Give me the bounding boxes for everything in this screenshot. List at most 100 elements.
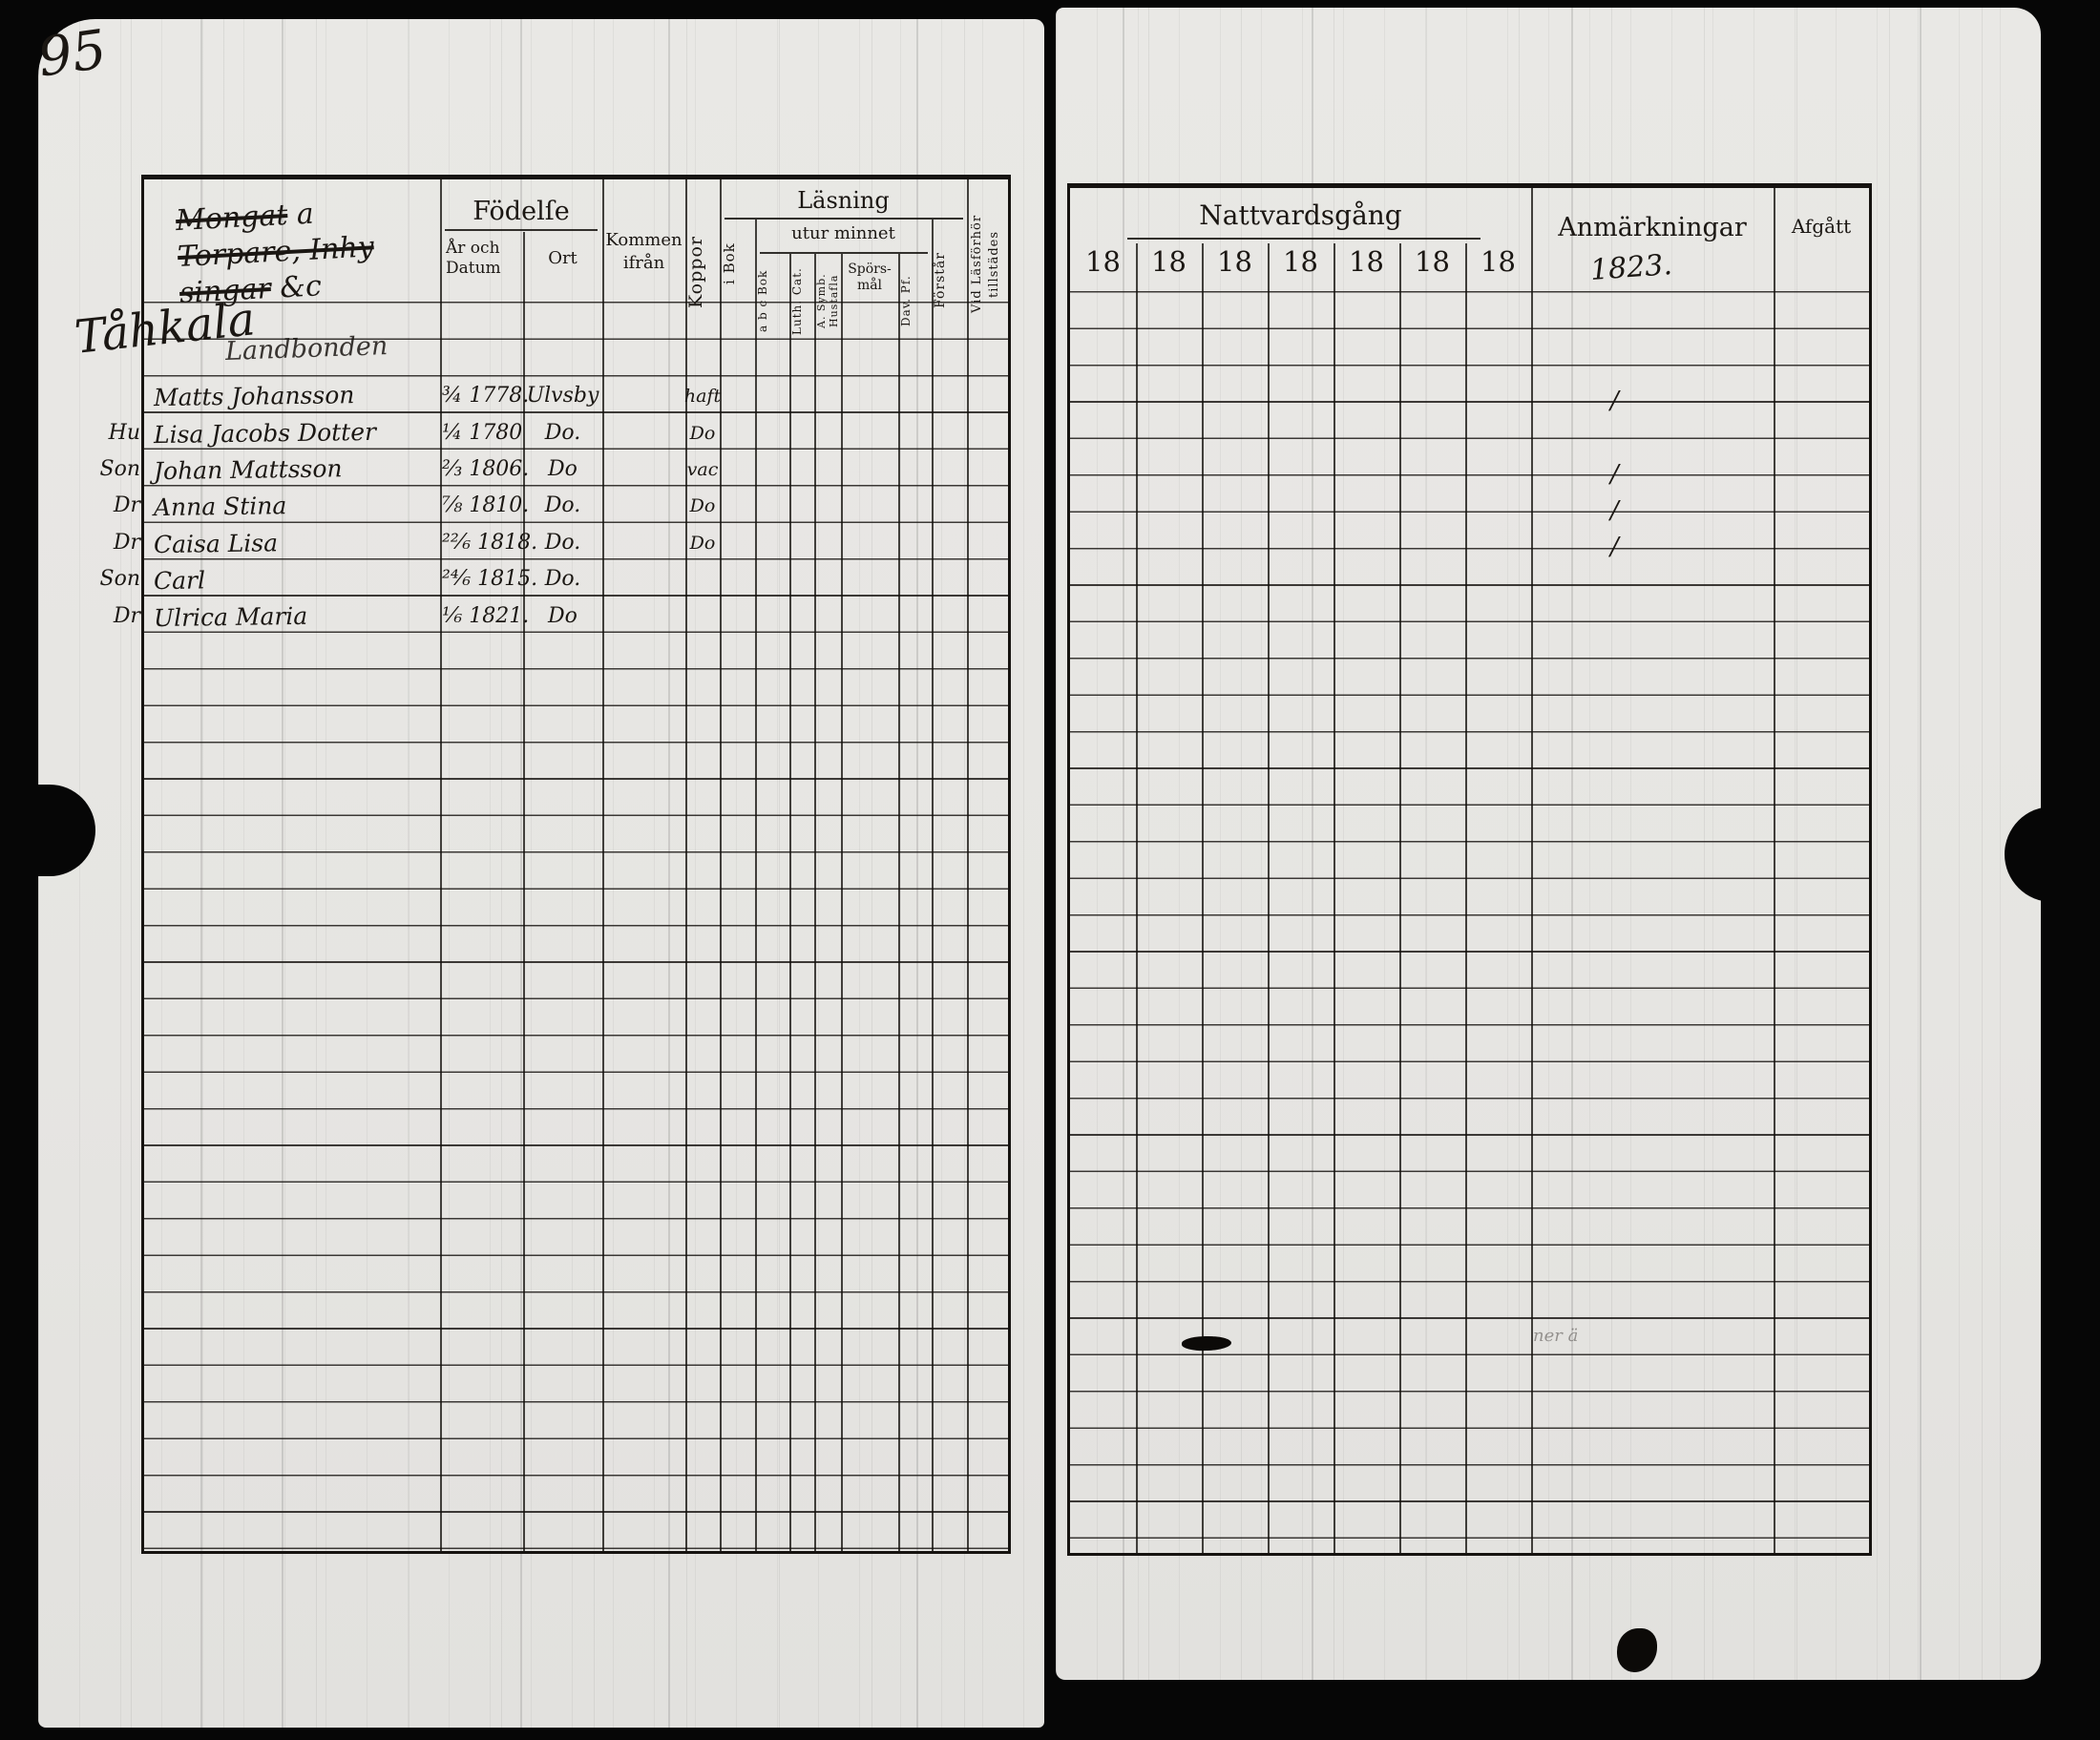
column-line bbox=[932, 220, 934, 1551]
row-prefix: Hu bbox=[108, 421, 140, 445]
row-birthplace: Do. bbox=[544, 493, 581, 517]
row-smallpox: Do bbox=[689, 533, 716, 554]
register-row: Dr Ulrica Maria ¹⁄₆ 1821. Do bbox=[114, 599, 1008, 636]
row-birthdate: ¹⁄₆ 1821. bbox=[442, 604, 530, 628]
header-rule bbox=[760, 252, 928, 254]
remark-tick: ∕ bbox=[1610, 460, 1619, 489]
row-birthplace: Do bbox=[548, 604, 578, 628]
header-anmarkningar: Anmärkningar bbox=[1558, 213, 1747, 242]
year-header: 18 bbox=[1151, 245, 1186, 278]
register-row: Matts Johansson ¾ 1778. Ulvsby haft bbox=[144, 379, 1008, 415]
row-prefix: Son bbox=[99, 567, 141, 591]
row-prefix: Dr bbox=[113, 604, 140, 628]
faint-scribble: ner ä bbox=[1533, 1326, 1579, 1346]
left-page: Tåhkala Landbonden Mongat a bbox=[38, 19, 1044, 1728]
row-birthdate: ⅞ 1810. bbox=[442, 493, 530, 517]
column-line bbox=[1774, 188, 1775, 1553]
column-line bbox=[1202, 243, 1204, 1553]
column-line bbox=[440, 179, 442, 1551]
column-line bbox=[898, 254, 900, 1551]
header-fodelse: Födelſe bbox=[472, 197, 570, 226]
header-ort: Ort bbox=[548, 248, 578, 268]
scribble-rest: &c bbox=[269, 269, 323, 305]
right-table: Nattvardsgång 18 18 18 18 18 18 18 Anmär… bbox=[1067, 183, 1872, 1556]
row-birthdate: ⅔ 1806. bbox=[442, 457, 530, 481]
header-kommen-ifran: Kommen ifrån bbox=[605, 230, 682, 273]
right-page: Nattvardsgång 18 18 18 18 18 18 18 Anmär… bbox=[1056, 8, 2041, 1680]
header-forstar: Förstår bbox=[933, 252, 948, 309]
binding-notch-right bbox=[2005, 807, 2100, 902]
column-line bbox=[814, 254, 816, 1551]
row-smallpox: haft bbox=[683, 386, 722, 407]
header-afgatt: Afgått bbox=[1791, 215, 1852, 238]
row-name: Ulrica Maria bbox=[153, 601, 308, 633]
left-table: Mongat a Torpare, Inhy singar &c Födelſe… bbox=[100, 175, 1011, 1554]
year-header: 18 bbox=[1349, 245, 1384, 278]
row-birthplace: Do. bbox=[544, 531, 581, 555]
year-header: 18 bbox=[1480, 245, 1516, 278]
column-line bbox=[602, 179, 604, 1551]
header-i-bok: i Bok bbox=[721, 242, 738, 285]
register-row: Dr Caisa Lisa ²²⁄₆ 1818. Do. Do bbox=[114, 526, 1008, 562]
column-line bbox=[720, 179, 722, 1551]
column-line bbox=[1136, 243, 1138, 1553]
row-smallpox: Do bbox=[689, 423, 716, 444]
year-columns: 18 18 18 18 18 18 18 bbox=[1070, 245, 1531, 278]
header-utur-minnet: utur minnet bbox=[791, 223, 895, 243]
header-dav-pf: Dav. Pf. bbox=[899, 275, 913, 327]
header-abc-bok: a b c Bok bbox=[756, 269, 769, 333]
year-header: 18 bbox=[1283, 245, 1318, 278]
row-smallpox: Do bbox=[689, 495, 716, 516]
anmarkning-year: 1823. bbox=[1588, 248, 1674, 287]
row-name: Carl bbox=[153, 566, 206, 596]
column-line bbox=[755, 220, 757, 1551]
row-birthplace: Ulvsby bbox=[526, 384, 599, 408]
register-row: Hu Lisa Jacobs Dotter ¼ 1780 Do. Do bbox=[109, 416, 1008, 452]
header-a-symb-hustafla: A. Symb. Hustafla bbox=[815, 273, 840, 329]
column-line bbox=[1531, 188, 1533, 1553]
scribble-rest: a bbox=[286, 197, 315, 232]
row-name: Caisa Lisa bbox=[153, 529, 279, 559]
header-rule bbox=[1127, 238, 1480, 240]
scan-streak bbox=[1920, 8, 1922, 1680]
header-rule bbox=[445, 229, 598, 231]
register-row: Dr Anna Stina ⅞ 1810. Do. Do bbox=[114, 489, 1008, 525]
row-prefix: Dr bbox=[113, 493, 140, 517]
remark-tick: ∕ bbox=[1610, 496, 1619, 525]
row-birthdate: ¾ 1778. bbox=[442, 384, 530, 408]
row-birthplace: Do bbox=[548, 457, 578, 481]
remark-tick: ∕ bbox=[1610, 533, 1619, 561]
scribble-struck: Mongat bbox=[175, 199, 289, 239]
row-name: Johan Mattsson bbox=[153, 454, 343, 486]
header-sporsmal: Spörs- mål bbox=[848, 262, 892, 293]
row-birthplace: Do. bbox=[544, 567, 581, 591]
header-scribble: Mongat a Torpare, Inhy singar &c bbox=[175, 190, 438, 312]
scribble-struck: singar bbox=[178, 272, 272, 310]
remark-tick: ∕ bbox=[1610, 387, 1619, 415]
row-grid-lines bbox=[144, 302, 1008, 1549]
year-header: 18 bbox=[1415, 245, 1450, 278]
column-line bbox=[789, 254, 791, 1551]
column-line bbox=[685, 179, 687, 1551]
row-name: Anna Stina bbox=[153, 492, 287, 522]
column-line bbox=[1334, 243, 1335, 1553]
binding-notch-left bbox=[0, 785, 95, 876]
header-vid-lasforhor: Vid Läsförhör tillstädes bbox=[970, 214, 1001, 314]
register-row: Son Johan Mattsson ⅔ 1806. Do vac bbox=[100, 452, 1008, 489]
page-number: 95 bbox=[33, 18, 111, 90]
ink-blot bbox=[1617, 1628, 1657, 1672]
column-line bbox=[1465, 243, 1467, 1553]
row-name: Lisa Jacobs Dotter bbox=[153, 417, 377, 450]
row-birthplace: Do. bbox=[544, 421, 581, 445]
column-line bbox=[523, 232, 525, 1551]
row-smallpox: vac bbox=[686, 459, 719, 480]
header-luth-cat: Luth. Cat. bbox=[790, 267, 804, 335]
header-ar-och-datum: År och Datum bbox=[446, 239, 501, 278]
column-line bbox=[1399, 243, 1401, 1553]
row-birthdate: ²²⁄₆ 1818. bbox=[442, 531, 538, 555]
row-prefix: Dr bbox=[113, 531, 140, 555]
register-row: Son Carl ²⁴⁄₆ 1815. Do. bbox=[100, 562, 1008, 598]
row-grid-lines bbox=[1070, 291, 1869, 1553]
row-name: Matts Johansson bbox=[153, 381, 355, 412]
